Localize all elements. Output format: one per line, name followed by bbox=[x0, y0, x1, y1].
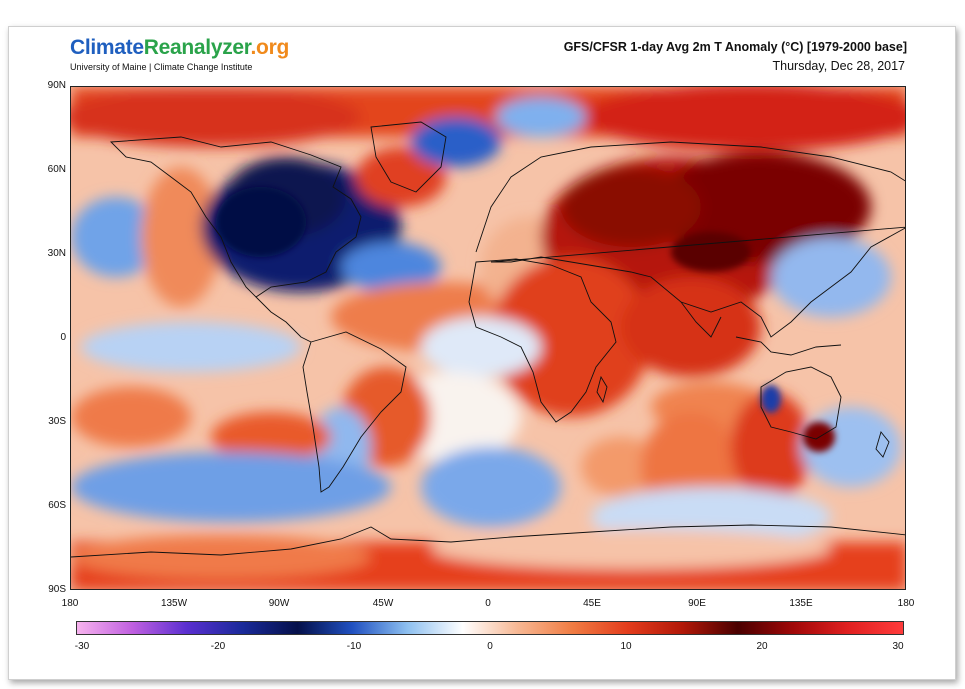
lon-label-135e: 135E bbox=[789, 598, 813, 609]
colorbar-label-neg30: -30 bbox=[74, 641, 90, 652]
greenland-outline bbox=[370, 121, 447, 193]
lat-label-90s: 90S bbox=[48, 584, 66, 595]
map-title: GFS/CFSR 1-day Avg 2m T Anomaly (°C) [19… bbox=[563, 40, 907, 54]
africa-outline bbox=[468, 258, 617, 423]
map-date: Thursday, Dec 28, 2017 bbox=[772, 59, 905, 73]
south-america-outline bbox=[302, 331, 407, 493]
lon-label-90e: 90E bbox=[688, 598, 706, 609]
madagascar-outline bbox=[596, 375, 608, 404]
new-zealand-outline bbox=[875, 431, 890, 458]
lon-label-135w: 135W bbox=[160, 598, 188, 609]
colorbar-label-neg20: -20 bbox=[210, 641, 226, 652]
lon-label-180w: 180 bbox=[61, 598, 79, 609]
logo-subtitle: University of Maine | Climate Change Ins… bbox=[70, 62, 253, 72]
lon-label-180e: 180 bbox=[897, 598, 915, 609]
lon-label-0: 0 bbox=[485, 598, 491, 609]
eurasia-outline bbox=[475, 141, 905, 338]
lat-label-0: 0 bbox=[60, 332, 66, 343]
lon-label-45e: 45E bbox=[583, 598, 601, 609]
coastlines bbox=[71, 121, 905, 558]
anomaly-map bbox=[70, 86, 906, 590]
colorbar-label-0: 0 bbox=[487, 641, 493, 652]
logo-text-org: .org bbox=[250, 36, 290, 59]
colorbar-label-20: 20 bbox=[756, 641, 768, 652]
lon-label-45w: 45W bbox=[372, 598, 394, 609]
lat-label-30n: 30N bbox=[47, 248, 66, 259]
lat-label-60n: 60N bbox=[47, 164, 66, 175]
site-logo[interactable]: ClimateReanalyzer.org bbox=[70, 36, 289, 60]
colorbar-label-neg10: -10 bbox=[346, 641, 362, 652]
north-america-outline bbox=[109, 136, 362, 298]
anomaly-detail bbox=[216, 187, 835, 452]
logo-text-reanalyzer: Reanalyzer bbox=[143, 36, 251, 59]
india-outline bbox=[680, 301, 722, 338]
lat-label-30s: 30S bbox=[48, 416, 66, 427]
antarctica-outline bbox=[71, 524, 905, 558]
australia-outline bbox=[760, 366, 842, 440]
colorbar-label-30: 30 bbox=[892, 641, 904, 652]
anomaly-map-svg bbox=[71, 87, 905, 589]
lon-label-90w: 90W bbox=[268, 598, 290, 609]
colorbar-label-10: 10 bbox=[620, 641, 632, 652]
lat-label-90n: 90N bbox=[47, 80, 66, 91]
central-america-outline bbox=[255, 296, 312, 343]
se-asia-islands-outline bbox=[735, 336, 842, 356]
colorbar bbox=[76, 621, 904, 635]
logo-text-climate: Climate bbox=[70, 36, 144, 59]
lat-label-60s: 60S bbox=[48, 500, 66, 511]
